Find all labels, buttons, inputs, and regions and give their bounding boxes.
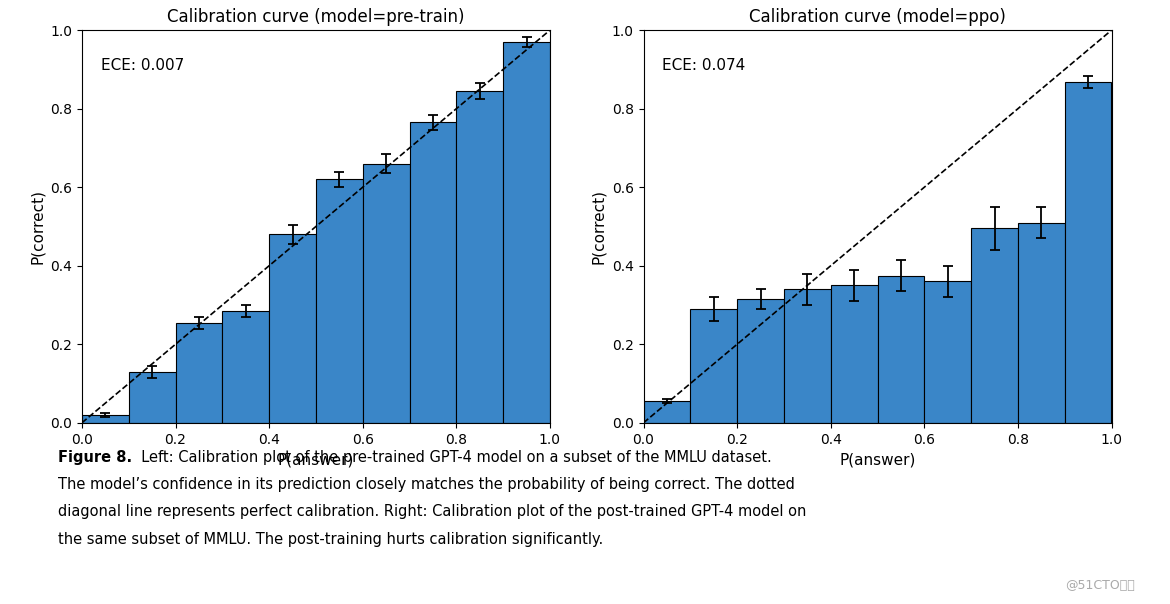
Y-axis label: P(correct): P(correct) <box>591 189 606 264</box>
Bar <box>737 299 784 423</box>
Bar <box>82 415 129 423</box>
Text: Left: Calibration plot of the pre-trained GPT-4 model on a subset of the MMLU da: Left: Calibration plot of the pre-traine… <box>132 450 772 465</box>
Text: the same subset of MMLU. The post-training hurts calibration significantly.: the same subset of MMLU. The post-traini… <box>58 532 604 547</box>
Bar <box>690 309 737 423</box>
Bar <box>363 164 409 423</box>
Bar <box>1018 223 1065 423</box>
Bar <box>644 401 690 423</box>
Text: @51CTO博客: @51CTO博客 <box>1065 579 1135 592</box>
Bar <box>924 281 971 423</box>
Bar <box>503 42 550 423</box>
X-axis label: P(answer): P(answer) <box>839 452 916 467</box>
Text: ECE: 0.007: ECE: 0.007 <box>101 58 184 72</box>
Bar <box>129 371 175 423</box>
Text: diagonal line represents perfect calibration. Right: Calibration plot of the pos: diagonal line represents perfect calibra… <box>58 504 807 519</box>
Bar <box>222 311 269 423</box>
Title: Calibration curve (model=pre-train): Calibration curve (model=pre-train) <box>167 8 464 26</box>
Bar <box>784 289 831 423</box>
Text: The model’s confidence in its prediction closely matches the probability of bein: The model’s confidence in its prediction… <box>58 477 796 492</box>
Bar <box>176 323 222 423</box>
Y-axis label: P(correct): P(correct) <box>29 189 44 264</box>
Title: Calibration curve (model=ppo): Calibration curve (model=ppo) <box>749 8 1006 26</box>
Bar <box>878 275 924 423</box>
Text: Figure 8.: Figure 8. <box>58 450 132 465</box>
X-axis label: P(answer): P(answer) <box>277 452 355 467</box>
Bar <box>316 179 363 423</box>
Bar <box>269 234 316 423</box>
Bar <box>831 286 878 423</box>
Text: ECE: 0.074: ECE: 0.074 <box>662 58 745 72</box>
Bar <box>971 228 1018 423</box>
Bar <box>456 91 503 423</box>
Bar <box>410 123 456 423</box>
Bar <box>1065 82 1112 423</box>
